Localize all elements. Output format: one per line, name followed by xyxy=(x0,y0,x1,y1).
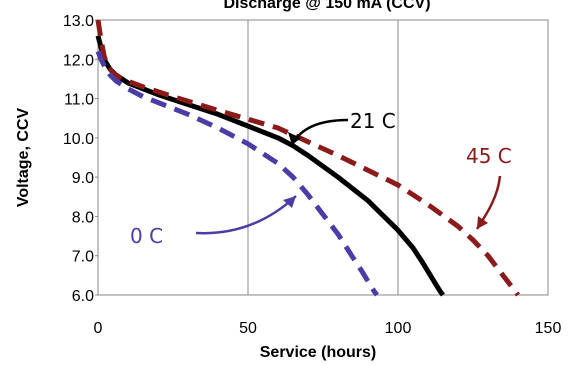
annotation-label-45c: 45 C xyxy=(466,144,512,168)
annotation-label-0c: 0 C xyxy=(130,224,163,248)
y-axis-title: Voltage, CCV xyxy=(15,108,32,208)
x-tick-label: 0 xyxy=(94,320,103,337)
annotation-arrowhead-0c xyxy=(283,196,296,208)
annotation-arrowhead-21c xyxy=(288,132,301,145)
x-axis-title: Service (hours) xyxy=(260,344,376,361)
y-tick-label: 8.0 xyxy=(72,209,94,226)
series-line-45c xyxy=(95,19,520,297)
annotation-arrow-0c xyxy=(195,195,297,235)
chart-title: Discharge @ 150 mA (CCV) xyxy=(223,0,430,12)
y-tick-label: 10.0 xyxy=(63,131,94,148)
x-tick-label: 50 xyxy=(239,320,257,337)
y-tick-label: 6.0 xyxy=(72,288,94,305)
annotation-label-21c: 21 C xyxy=(350,109,396,133)
y-tick-label: 7.0 xyxy=(72,249,94,266)
y-tick-label: 9.0 xyxy=(72,170,94,187)
x-tick-label: 150 xyxy=(535,320,562,337)
plot-area xyxy=(97,19,549,296)
y-tick-label: 11.0 xyxy=(64,92,94,109)
series-line-0c xyxy=(95,50,379,297)
x-tick-label: 100 xyxy=(385,320,412,337)
annotation-arrowhead-45c xyxy=(477,216,488,229)
y-tick-label: 12.0 xyxy=(63,52,94,69)
y-tick-label: 13.0 xyxy=(63,13,94,30)
